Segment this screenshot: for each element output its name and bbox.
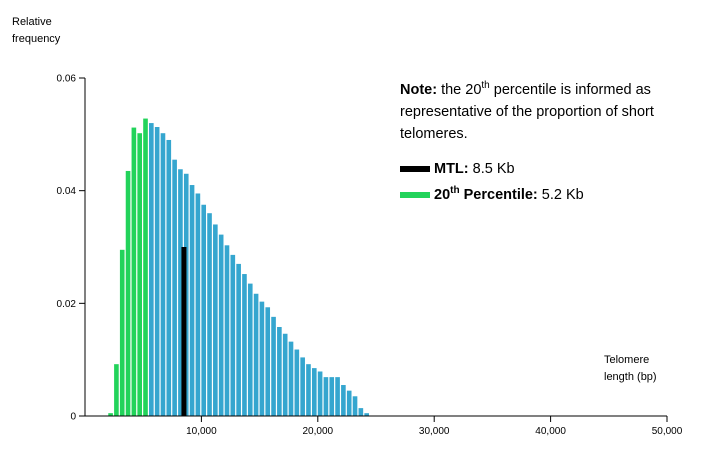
histogram-bar [242, 274, 247, 416]
note-sup: th [481, 80, 490, 91]
histogram-bar [154, 127, 160, 416]
histogram-bar [207, 213, 212, 416]
histogram-bar [224, 245, 230, 416]
histogram-bar [143, 118, 148, 416]
legend-label-20th-bold: 20 [434, 186, 451, 203]
histogram-bar [108, 413, 113, 416]
mtl-marker-bar [181, 247, 187, 416]
note-pre: the 20 [437, 81, 482, 98]
histogram-bar [341, 385, 346, 416]
legend-label-mtl-bold: MTL: [434, 161, 469, 177]
x-tick-label: 20,000 [303, 426, 334, 437]
legend-label-20th-rest: 5.2 Kb [537, 186, 584, 203]
y-axis-label: Relative frequency [12, 14, 60, 48]
x-axis-label-line2: length (bp) [604, 371, 657, 383]
histogram-bar [213, 224, 218, 416]
histogram-bar [300, 357, 305, 416]
x-tick-label: 30,000 [419, 426, 450, 437]
histogram-bar [329, 377, 335, 416]
legend-item-20th-percentile: 20th Percentile: 5.2 Kb [400, 182, 584, 204]
histogram-bar [178, 169, 183, 416]
histogram-bar [230, 254, 236, 416]
histogram-bar [149, 123, 154, 417]
x-tick-label: 10,000 [186, 426, 217, 437]
legend-label-20th-bold2: Percentile: [459, 186, 538, 203]
histogram-bar [335, 377, 340, 416]
histogram-bar [265, 307, 271, 416]
histogram-bar [125, 170, 131, 416]
histogram-bar [306, 364, 311, 416]
histogram-bar [119, 249, 125, 416]
x-axis-label: Telomere length (bp) [604, 352, 657, 386]
axes-group: 0 0.02 0.04 0.06 10,000 20,000 30,000 40,000 50,… [57, 74, 683, 438]
histogram-bar [201, 204, 207, 416]
y-axis-label-line1: Relative [12, 16, 52, 28]
legend-label-mtl-rest: 8.5 Kb [468, 161, 515, 177]
histogram-bar [114, 364, 119, 416]
histogram-bar [160, 133, 166, 416]
y-tick-label: 0.04 [57, 186, 77, 197]
mtl-marker-group [181, 247, 187, 416]
bars-group [108, 118, 369, 417]
histogram-bar [271, 316, 276, 416]
histogram-bar [282, 333, 288, 416]
histogram-bar [172, 159, 177, 416]
histogram-bar [253, 293, 259, 416]
histogram-bar [317, 371, 323, 416]
histogram-bar [236, 263, 241, 416]
y-tick-label: 0 [70, 412, 76, 423]
y-axis-label-line2: frequency [12, 33, 61, 45]
histogram-bar [277, 326, 282, 416]
x-axis-label-line1: Telomere [604, 354, 650, 366]
histogram-bar [195, 193, 201, 416]
y-tick-label: 0.06 [57, 74, 77, 85]
legend-label-20th-sup: th [450, 185, 460, 196]
histogram-bar [311, 368, 317, 416]
histogram-bar [323, 377, 329, 416]
histogram-bar [189, 185, 195, 416]
histogram-bar [364, 413, 369, 416]
x-tick-label: 40,000 [535, 426, 566, 437]
histogram-bar [352, 396, 358, 416]
histogram-bar [137, 133, 142, 416]
histogram-bar [131, 127, 137, 416]
histogram-bar [288, 341, 294, 416]
histogram-bar [247, 283, 253, 416]
histogram-bar [358, 408, 364, 416]
legend-swatch-20th [400, 192, 430, 198]
y-tick-label: 0.02 [57, 299, 77, 310]
note-post: percentile is informed as representative… [400, 81, 654, 142]
histogram-bar [294, 349, 300, 416]
x-tick-label: 50,000 [652, 426, 683, 437]
histogram-bar [166, 139, 172, 416]
legend-item-mtl: MTL: 8.5 Kb [400, 160, 515, 178]
legend-swatch-mtl [400, 166, 430, 173]
annotation-note: Note: the 20th percentile is informed as… [400, 75, 700, 145]
histogram-bar [218, 234, 224, 416]
histogram-bar [346, 390, 352, 416]
histogram-bar [259, 301, 265, 416]
note-bold: Note: [400, 81, 438, 98]
